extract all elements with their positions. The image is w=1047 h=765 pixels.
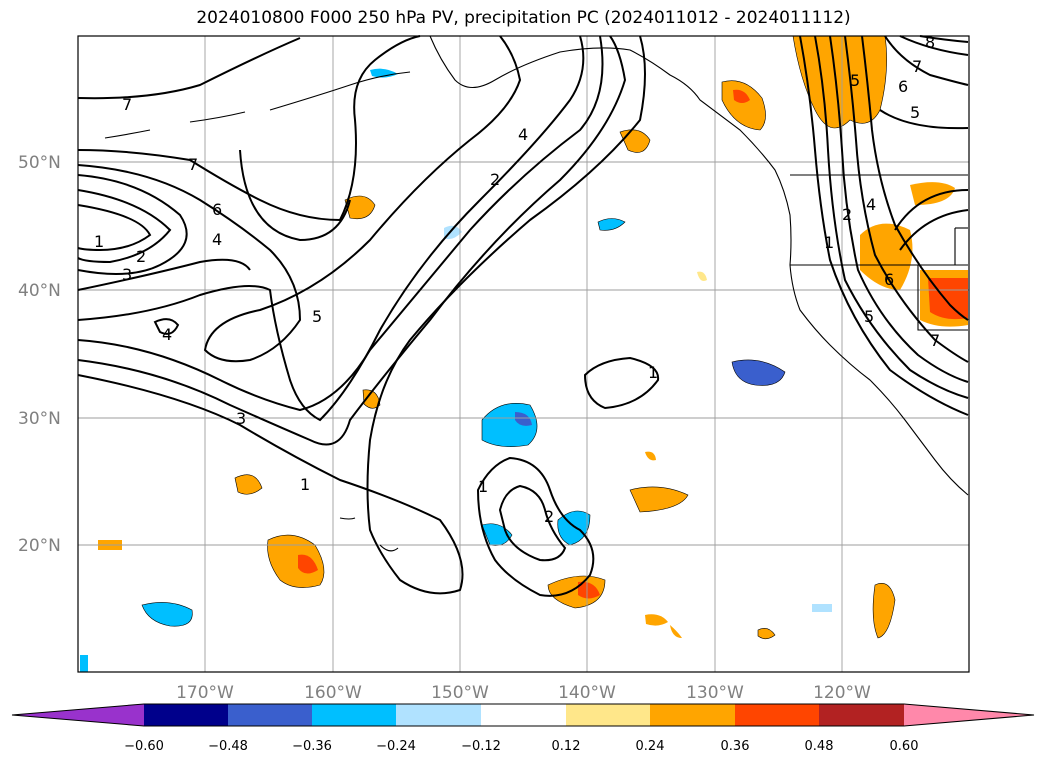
contour-label: 5	[312, 307, 322, 326]
colorbar-tick-label: −0.24	[376, 739, 416, 754]
chart-title: 2024010800 F000 250 hPa PV, precipitatio…	[196, 8, 851, 28]
colorbar-segment	[735, 704, 819, 726]
lat-label: 40°N	[18, 281, 61, 301]
contour-label: 4	[518, 125, 528, 144]
longitude-labels: 170°W 160°W 150°W 140°W 130°W 120°W	[176, 683, 871, 703]
contour-label: 1	[94, 232, 104, 251]
contour-label: 7	[122, 95, 132, 114]
contour-label: 6	[212, 200, 222, 219]
contour-label: 2	[842, 205, 852, 224]
colorbar-segment	[144, 704, 228, 726]
colorbar-tick-label: 0.24	[636, 739, 665, 754]
colorbar-segment	[396, 704, 481, 726]
contour-label: 1	[300, 475, 310, 494]
colorbar-extend-high	[904, 704, 1034, 726]
pv-contours	[77, 35, 969, 597]
contour-label: 4	[212, 230, 222, 249]
map-frame	[77, 35, 970, 673]
precip-patches	[80, 35, 968, 672]
lon-label: 120°W	[813, 683, 871, 703]
contour-label: 7	[188, 155, 198, 174]
colorbar-tick-label: 0.60	[890, 739, 919, 754]
lon-label: 140°W	[558, 683, 616, 703]
contour-label: 1	[648, 363, 658, 382]
lon-label: 150°W	[431, 683, 489, 703]
contour-label: 2	[136, 247, 146, 266]
contour-label: 5	[864, 307, 874, 326]
lon-label: 160°W	[304, 683, 362, 703]
colorbar-tick-label: −0.36	[292, 739, 332, 754]
lat-label: 30°N	[18, 409, 61, 429]
colorbar-segment	[566, 704, 650, 726]
coastlines	[104, 35, 969, 552]
contour-label: 7	[930, 331, 940, 350]
contour-label: 2	[544, 507, 554, 526]
contour-label: 4	[162, 325, 172, 344]
colorbar-labels: −0.60 −0.48 −0.36 −0.24 −0.12 0.12 0.24 …	[124, 739, 918, 754]
latitude-labels: 50°N 40°N 30°N 20°N	[18, 153, 61, 556]
pv-contour-labels: 7 7 6 4 1 2 3 4 5 3 1 4 2 1 2 1 8 7 6 5 …	[94, 33, 940, 526]
contour-label: 6	[884, 270, 894, 289]
colorbar-segment	[312, 704, 396, 726]
lat-label: 50°N	[18, 153, 61, 173]
contour-label: 5	[850, 71, 860, 90]
lat-label: 20°N	[18, 536, 61, 556]
contour-label: 3	[236, 409, 246, 428]
contour-label: 4	[866, 195, 876, 214]
contour-label: 1	[824, 233, 834, 252]
colorbar-segment	[819, 704, 904, 726]
contour-label: 5	[910, 103, 920, 122]
lon-label: 130°W	[686, 683, 744, 703]
contour-label: 3	[122, 265, 132, 284]
contour-label: 7	[912, 57, 922, 76]
colorbar-segment	[650, 704, 735, 726]
colorbar-tick-label: −0.60	[124, 739, 164, 754]
contour-label: 2	[490, 170, 500, 189]
colorbar-segment	[481, 704, 566, 726]
colorbar-tick-label: −0.48	[208, 739, 248, 754]
colorbar-extend-low	[12, 704, 144, 726]
colorbar	[11, 703, 1035, 727]
colorbar-tick-label: −0.12	[461, 739, 501, 754]
contour-label: 6	[898, 77, 908, 96]
colorbar-tick-label: 0.48	[805, 739, 834, 754]
lon-label: 170°W	[176, 683, 234, 703]
colorbar-outline	[11, 703, 1035, 727]
colorbar-segment	[228, 704, 312, 726]
colorbar-tick-label: 0.36	[721, 739, 750, 754]
colorbar-tick-label: 0.12	[552, 739, 581, 754]
contour-label: 8	[925, 33, 935, 52]
contour-label: 1	[478, 477, 488, 496]
